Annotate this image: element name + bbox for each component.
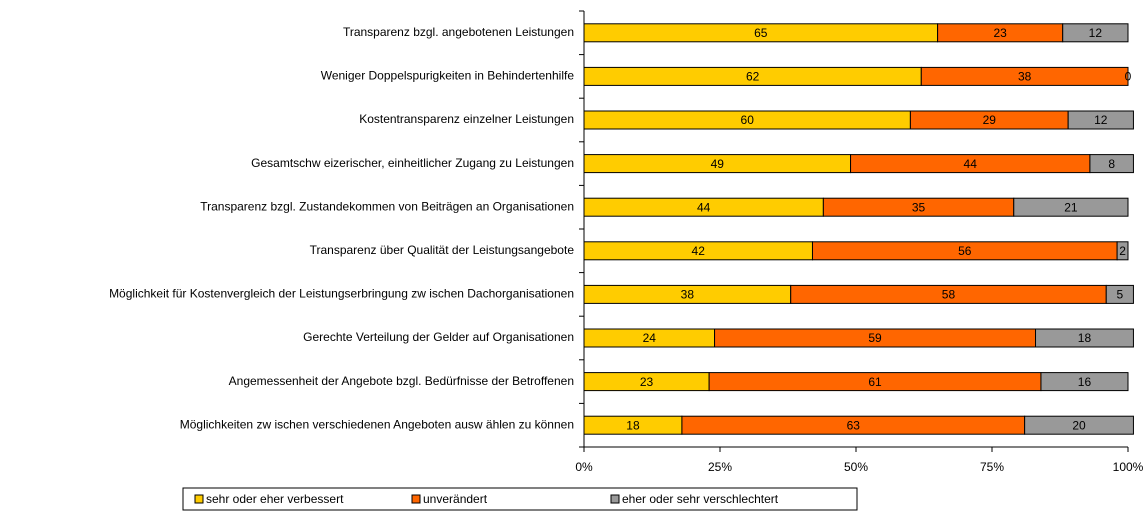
- value-label: 59: [868, 331, 882, 345]
- value-label: 0: [1125, 70, 1132, 84]
- bar-segment: [1035, 328, 1134, 348]
- bar-segment: [1062, 23, 1129, 43]
- value-label: 18: [1078, 331, 1092, 345]
- value-label: 5: [1116, 288, 1123, 302]
- legend-box: [182, 487, 858, 511]
- x-tick-label: 25%: [708, 460, 732, 474]
- bar-segment: [1116, 241, 1129, 261]
- value-label: 18: [626, 418, 640, 432]
- x-tick-label: 0%: [575, 460, 593, 474]
- value-label: 61: [868, 375, 882, 389]
- y-tick-label: Möglichkeiten zw ischen verschiedenen An…: [180, 417, 574, 431]
- value-label: 56: [958, 244, 972, 258]
- bar-segment: [1105, 284, 1134, 304]
- y-tick-label: Gesamtschw eizerischer, einheitlicher Zu…: [251, 156, 574, 170]
- value-label: 24: [643, 331, 657, 345]
- value-label: 42: [692, 244, 706, 258]
- y-tick-label: Transparenz bzgl. Zustandekommen von Bei…: [200, 199, 574, 213]
- value-label: 44: [697, 200, 711, 214]
- legend-label: unverändert: [423, 492, 488, 506]
- value-label: 65: [754, 26, 768, 40]
- value-label: 58: [942, 288, 956, 302]
- value-label: 38: [681, 288, 695, 302]
- bar-segment: [1067, 110, 1134, 130]
- value-label: 21: [1064, 200, 1078, 214]
- value-label: 60: [741, 113, 755, 127]
- bar-segment: [1024, 415, 1134, 435]
- y-tick-label: Gerechte Verteilung der Gelder auf Organ…: [303, 330, 574, 344]
- y-tick-label: Transparenz über Qualität der Leistungsa…: [310, 243, 575, 257]
- value-label: 38: [1018, 70, 1032, 84]
- x-tick-label: 50%: [844, 460, 868, 474]
- value-label: 29: [983, 113, 997, 127]
- value-label: 49: [711, 157, 725, 171]
- value-label: 2: [1119, 244, 1126, 258]
- value-label: 12: [1094, 113, 1108, 127]
- y-tick-label: Weniger Doppelspurigkeiten in Behinderte…: [321, 69, 575, 83]
- value-label: 63: [847, 418, 861, 432]
- value-label: 44: [964, 157, 978, 171]
- value-label: 62: [746, 70, 760, 84]
- legend-label: sehr oder eher verbessert: [206, 492, 344, 506]
- legend-swatch: [194, 494, 204, 504]
- value-label: 23: [993, 26, 1007, 40]
- bar-segment: [920, 66, 1129, 86]
- value-label: 16: [1078, 375, 1092, 389]
- value-label: 20: [1072, 418, 1086, 432]
- y-tick-label: Kostentransparenz einzelner Leistungen: [359, 112, 574, 126]
- value-label: 8: [1108, 157, 1115, 171]
- bar-segment: [1040, 372, 1129, 392]
- y-tick-label: Transparenz bzgl. angebotenen Leistungen: [343, 25, 574, 39]
- value-label: 12: [1089, 26, 1103, 40]
- y-tick-label: Angemessenheit der Angebote bzgl. Bedürf…: [229, 374, 574, 388]
- legend-swatch: [411, 494, 421, 504]
- legend-label: eher oder sehr verschlechtert: [622, 492, 779, 506]
- bar-segment: [1013, 197, 1129, 217]
- x-tick-label: 100%: [1113, 460, 1144, 474]
- value-label: 35: [912, 200, 926, 214]
- y-tick-label: Möglichkeit für Kostenvergleich der Leis…: [109, 287, 574, 301]
- bar-segment: [1089, 154, 1134, 174]
- legend-swatch: [610, 494, 620, 504]
- x-tick-label: 75%: [980, 460, 1004, 474]
- value-label: 23: [640, 375, 654, 389]
